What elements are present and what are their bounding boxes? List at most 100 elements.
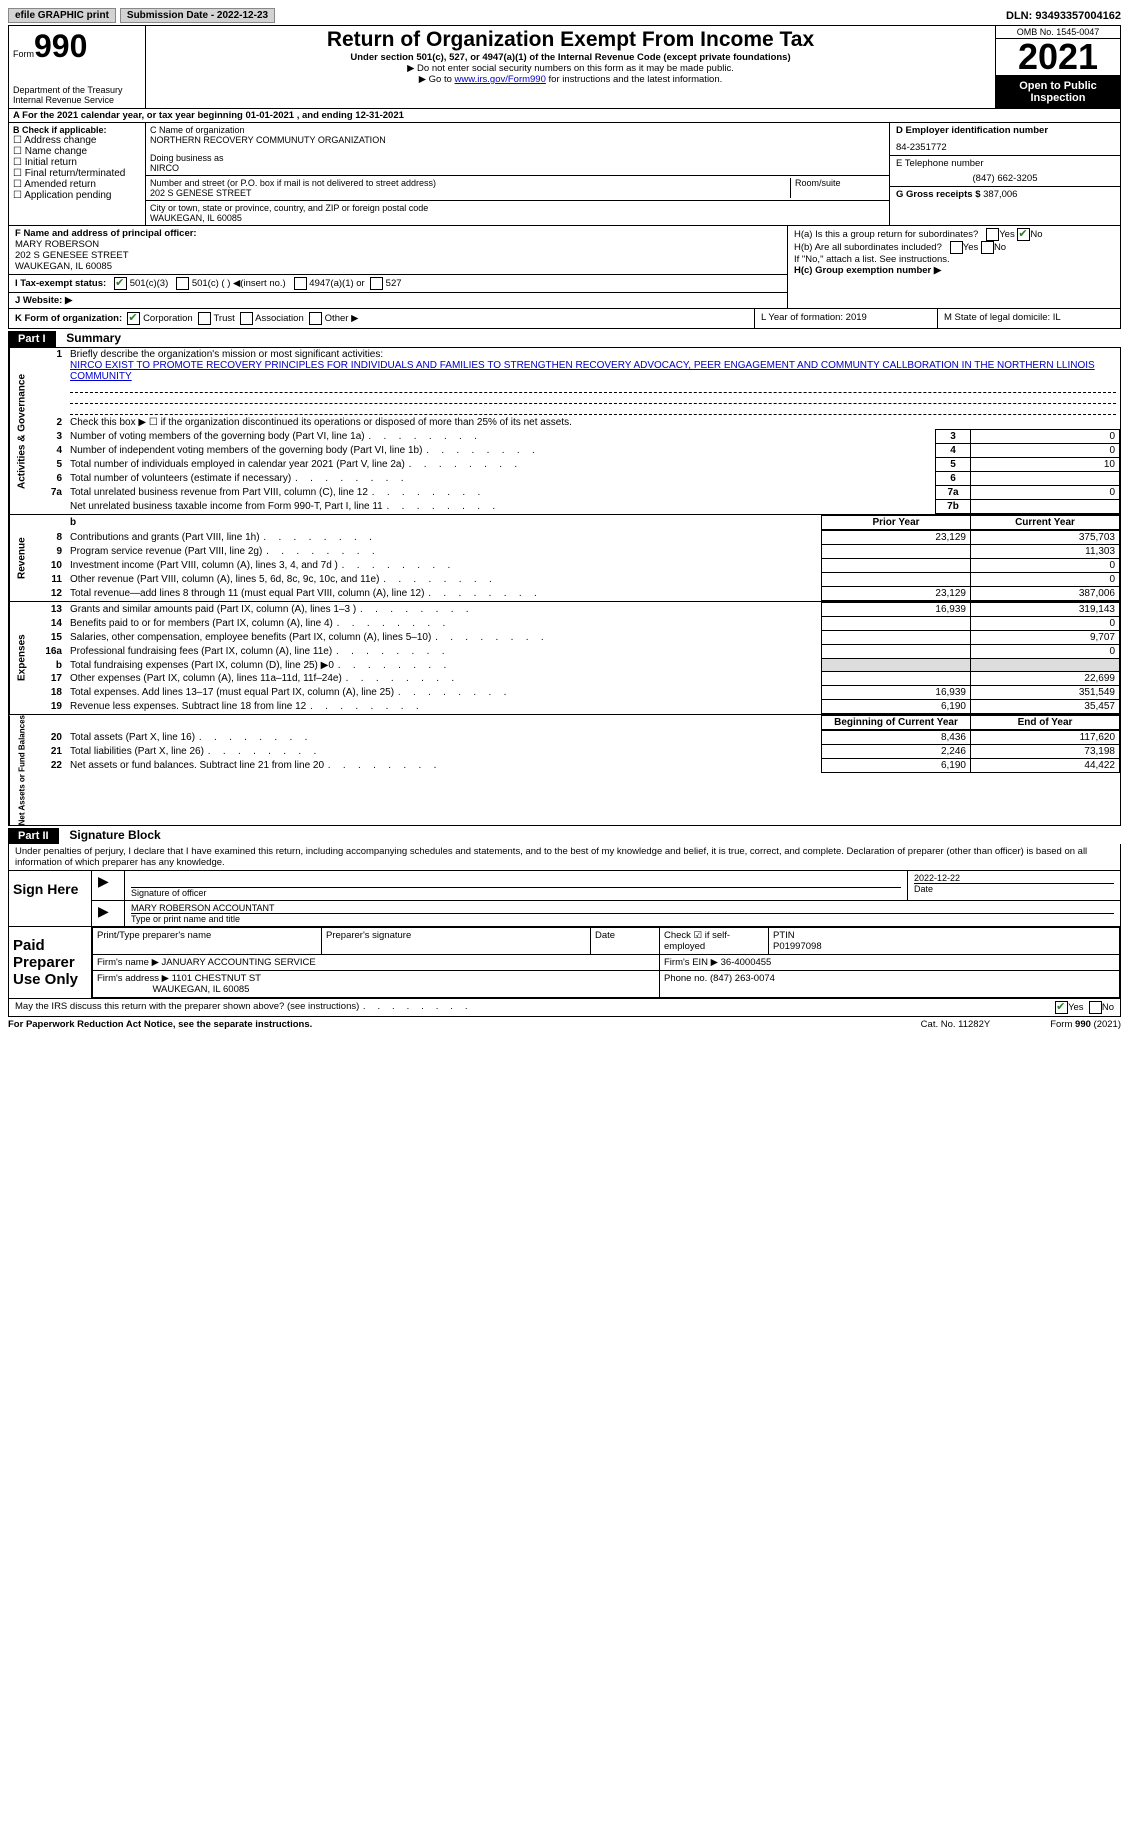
hb-yes[interactable] xyxy=(950,241,963,254)
foot-right: Form 990 (2021) xyxy=(1050,1019,1121,1030)
form-title: Return of Organization Exempt From Incom… xyxy=(152,28,989,52)
vlabel-expenses: Expenses xyxy=(9,602,34,714)
row-f: F Name and address of principal officer:… xyxy=(9,226,787,275)
chk-4947[interactable] xyxy=(294,277,307,290)
table-row: Net unrelated business taxable income fr… xyxy=(34,500,1120,514)
part2-tag: Part II xyxy=(8,828,59,844)
name-title-lbl: Type or print name and title xyxy=(131,913,1114,924)
col-d: D Employer identification number 84-2351… xyxy=(889,123,1120,225)
table-row: 22Net assets or fund balances. Subtract … xyxy=(34,759,1120,773)
chk-address[interactable]: ☐ Address change xyxy=(13,135,141,146)
row-i-lbl: I Tax-exempt status: xyxy=(15,278,106,289)
table-row: 19Revenue less expenses. Subtract line 1… xyxy=(34,700,1120,714)
efile-button[interactable]: efile GRAPHIC print xyxy=(8,8,116,23)
prep-c3: Date xyxy=(591,928,660,955)
chk-other[interactable] xyxy=(309,312,322,325)
line2: Check this box ▶ ☐ if the organization d… xyxy=(66,416,1120,429)
part1-header: Part I Summary xyxy=(8,329,1121,347)
gross: 387,006 xyxy=(983,189,1017,200)
table-row: 21Total liabilities (Part X, line 26)2,2… xyxy=(34,745,1120,759)
form-number: 990 xyxy=(34,28,87,64)
firm-addr: Firm's address ▶ 1101 CHESTNUT ST WAUKEG… xyxy=(93,971,660,998)
addr: 202 S GENESE STREET xyxy=(150,188,786,198)
sig-arrow2-icon: ▶ xyxy=(98,903,109,919)
row-a-text: A For the 2021 calendar year, or tax yea… xyxy=(13,110,404,121)
city-box: City or town, state or province, country… xyxy=(146,201,889,225)
room-lbl: Room/suite xyxy=(791,178,885,198)
row-k-left: K Form of organization: Corporation Trus… xyxy=(9,309,755,328)
gross-lbl: G Gross receipts $ xyxy=(896,189,980,200)
firm-ein: Firm's EIN ▶ 36-4000455 xyxy=(660,955,1120,971)
table-row: 20Total assets (Part X, line 16)8,436117… xyxy=(34,731,1120,745)
org-name-lbl: C Name of organization xyxy=(150,125,885,135)
city-lbl: City or town, state or province, country… xyxy=(150,203,885,213)
chk-501c3[interactable] xyxy=(114,277,127,290)
col-begin: Beginning of Current Year xyxy=(822,716,971,730)
discuss-yes[interactable] xyxy=(1055,1001,1068,1014)
ha-yes[interactable] xyxy=(986,228,999,241)
chk-corp[interactable] xyxy=(127,312,140,325)
dept-1: Department of the Treasury xyxy=(13,85,141,95)
table-row: 10Investment income (Part VIII, column (… xyxy=(34,559,1120,573)
website-lbl: J Website: ▶ xyxy=(15,295,72,306)
table-row: 13Grants and similar amounts paid (Part … xyxy=(34,603,1120,617)
instr2-post: for instructions and the latest informat… xyxy=(546,74,722,85)
mission-text[interactable]: NIRCO EXIST TO PROMOTE RECOVERY PRINCIPL… xyxy=(70,360,1095,382)
chk-trust[interactable] xyxy=(198,312,211,325)
table-row: 3Number of voting members of the governi… xyxy=(34,430,1120,444)
tel: (847) 662-3205 xyxy=(896,173,1114,184)
perjury-text: Under penalties of perjury, I declare th… xyxy=(9,844,1120,870)
chk-initial[interactable]: ☐ Initial return xyxy=(13,157,141,168)
addr-box: Number and street (or P.O. box if mail i… xyxy=(146,176,889,201)
header-right: OMB No. 1545-0047 2021 Open to Public In… xyxy=(995,26,1120,108)
topbar: efile GRAPHIC print Submission Date - 20… xyxy=(8,8,1121,23)
discuss-no[interactable] xyxy=(1089,1001,1102,1014)
table-row: 18Total expenses. Add lines 13–17 (must … xyxy=(34,686,1120,700)
officer-addr2: WAUKEGAN, IL 60085 xyxy=(15,261,112,272)
summary-sec4: Net Assets or Fund Balances Beginning of… xyxy=(8,715,1121,826)
prep-c4: Check ☑ if self-employed xyxy=(660,928,769,955)
table-row: 16aProfessional fundraising fees (Part I… xyxy=(34,645,1120,659)
firm-phone: Phone no. (847) 263-0074 xyxy=(660,971,1120,998)
col-prior: Prior Year xyxy=(822,516,971,530)
prep-c2: Preparer's signature xyxy=(322,928,591,955)
part2-header: Part II Signature Block xyxy=(8,826,1121,844)
submission-date: Submission Date - 2022-12-23 xyxy=(120,8,275,23)
chk-final[interactable]: ☐ Final return/terminated xyxy=(13,168,141,179)
chk-527[interactable] xyxy=(370,277,383,290)
tel-box: E Telephone number (847) 662-3205 xyxy=(890,156,1120,187)
discuss-yn: Yes No xyxy=(1055,1001,1114,1014)
ein: 84-2351772 xyxy=(896,142,1114,153)
dba-lbl: Doing business as xyxy=(150,153,885,163)
instr2-pre: ▶ Go to xyxy=(419,74,455,85)
chk-501c[interactable] xyxy=(176,277,189,290)
officer-addr1: 202 S GENESEE STREET xyxy=(15,250,129,261)
instr-2: ▶ Go to www.irs.gov/Form990 for instruct… xyxy=(152,74,989,85)
header-left: Form990 Department of the Treasury Inter… xyxy=(9,26,146,108)
ein-lbl: D Employer identification number xyxy=(896,125,1048,136)
sign-here: Sign Here xyxy=(9,871,92,926)
chk-amended[interactable]: ☐ Amended return xyxy=(13,179,141,190)
row-i: I Tax-exempt status: 501(c)(3) 501(c) ( … xyxy=(9,275,787,293)
hb-no[interactable] xyxy=(981,241,994,254)
chk-assoc[interactable] xyxy=(240,312,253,325)
line1-lbl: Briefly describe the organization's miss… xyxy=(70,349,383,360)
table-row: 4Number of independent voting members of… xyxy=(34,444,1120,458)
h-b: H(b) Are all subordinates included? Yes … xyxy=(794,241,1114,254)
prep-c1: Print/Type preparer's name xyxy=(93,928,322,955)
ha-no[interactable] xyxy=(1017,228,1030,241)
footer: For Paperwork Reduction Act Notice, see … xyxy=(8,1017,1121,1030)
table-row: 8Contributions and grants (Part VIII, li… xyxy=(34,531,1120,545)
table-row: 12Total revenue—add lines 8 through 11 (… xyxy=(34,587,1120,601)
chk-pending[interactable]: ☐ Application pending xyxy=(13,190,141,201)
officer-name: MARY ROBERSON xyxy=(15,239,99,250)
table-row: 6Total number of volunteers (estimate if… xyxy=(34,472,1120,486)
sig-officer-lbl: Signature of officer xyxy=(131,887,901,898)
irs-link[interactable]: www.irs.gov/Form990 xyxy=(455,74,546,85)
table-row: 17Other expenses (Part IX, column (A), l… xyxy=(34,672,1120,686)
h-c: H(c) Group exemption number ▶ xyxy=(794,265,1114,276)
row-k: K Form of organization: Corporation Trus… xyxy=(8,309,1121,329)
table-row: 14Benefits paid to or for members (Part … xyxy=(34,617,1120,631)
chk-name[interactable]: ☐ Name change xyxy=(13,146,141,157)
addr-lbl: Number and street (or P.O. box if mail i… xyxy=(150,178,786,188)
